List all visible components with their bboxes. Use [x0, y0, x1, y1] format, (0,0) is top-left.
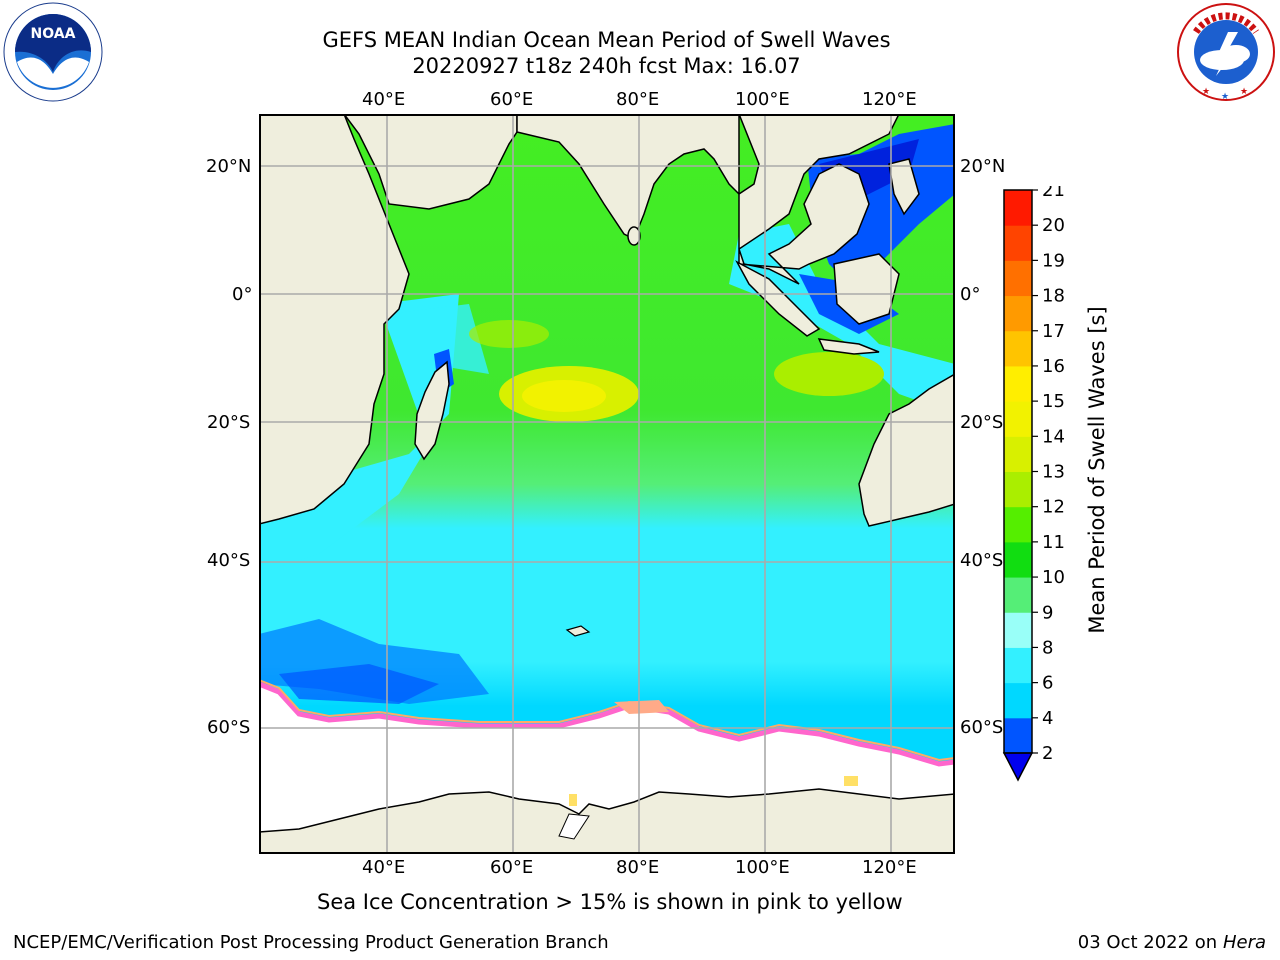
colorbar-tick-label: 15	[1042, 391, 1065, 412]
footer-left: NCEP/EMC/Verification Post Processing Pr…	[13, 932, 609, 953]
colorbar-tick-label: 17	[1042, 321, 1065, 342]
land-antarctica	[259, 788, 955, 854]
lat-label-right-20s: 20°S	[960, 412, 1004, 433]
plot-title-line1: GEFS MEAN Indian Ocean Mean Period of Sw…	[322, 28, 891, 52]
colorbar-swatch	[1004, 506, 1032, 543]
colorbar-tick-label: 6	[1042, 673, 1053, 694]
lat-label-left-60s: 60°S	[207, 717, 251, 738]
sea-ice-patch-1	[614, 700, 669, 714]
colorbar-swatch	[1004, 330, 1032, 367]
map-gridlines	[259, 114, 955, 854]
colorbar-extend-triangle	[1002, 752, 1034, 782]
land-philippines	[888, 158, 920, 216]
lon-label-bottom-100e: 100°E	[735, 857, 790, 878]
colorbar-swatches	[1004, 190, 1032, 754]
sea-ice-caption: Sea Ice Concentration > 15% is shown in …	[317, 890, 903, 914]
land-madagascar	[414, 360, 450, 461]
colorbar-swatch	[1004, 190, 1032, 226]
colorbar-ticks: 2 4 6 8 9 10 11 12 13 14 15 16 17 18 19 20 21	[1032, 186, 1065, 764]
land-australia	[858, 373, 955, 527]
sea-ice-patch-2	[844, 776, 858, 786]
noaa-logo-text: NOAA	[31, 26, 76, 42]
lon-label-bottom-40e: 40°E	[362, 857, 406, 878]
plot-title-line2: 20220927 t18z 240h fcst Max: 16.07	[412, 54, 801, 78]
colorbar-tick-label: 9	[1042, 602, 1053, 623]
land-borneo	[833, 253, 900, 325]
colorbar-tick-label: 20	[1042, 215, 1065, 236]
colorbar-tick-label: 18	[1042, 286, 1065, 307]
footer-host: Hera	[1222, 932, 1266, 953]
land-india	[516, 114, 740, 241]
lat-label-right-20n: 20°N	[960, 156, 1006, 177]
land-kerguelen	[565, 625, 591, 637]
lon-label-top-40e: 40°E	[362, 89, 406, 110]
colorbar-tick-label: 10	[1042, 567, 1065, 588]
lat-label-left-20s: 20°S	[207, 412, 251, 433]
map-frame	[259, 114, 955, 854]
colorbar-tick-label: 14	[1042, 426, 1065, 447]
colorbar-swatch	[1004, 612, 1032, 648]
land-java	[817, 338, 880, 355]
colorbar-swatch	[1004, 260, 1032, 297]
colorbar-tick-label: 13	[1042, 462, 1065, 483]
lat-label-left-0: 0°	[232, 284, 253, 305]
footer-right: 03 Oct 2022 on Hera	[1078, 932, 1266, 953]
colorbar-swatch	[1004, 541, 1032, 578]
lon-label-top-100e: 100°E	[735, 89, 790, 110]
svg-text:★: ★	[1221, 92, 1229, 102]
colorbar-swatch	[1004, 225, 1032, 261]
land-antarctica-ice-shelf	[558, 813, 590, 840]
land-sri-lanka	[627, 226, 641, 246]
short-period-south-patch-2	[279, 664, 439, 704]
colorbar-swatch	[1004, 401, 1032, 437]
svg-text:★: ★	[1202, 87, 1210, 97]
colorbar-tick-label: 4	[1042, 708, 1053, 729]
long-period-patch-3	[469, 320, 549, 348]
lon-label-bottom-120e: 120°E	[862, 857, 917, 878]
colorbar-label: Mean Period of Swell Waves [s]	[1085, 306, 1109, 634]
colorbar-tick-label: 16	[1042, 356, 1065, 377]
colorbar-swatch	[1004, 295, 1032, 332]
land-sumatra	[735, 260, 821, 337]
colorbar: 2 4 6 8 9 10 11 12 13 14 15 16 17 18 19 20 21	[1002, 186, 1065, 782]
footer-date: 03 Oct 2022 on	[1077, 932, 1223, 953]
lon-label-top-120e: 120°E	[862, 89, 917, 110]
colorbar-tick-label: 8	[1042, 637, 1053, 658]
colorbar-swatch	[1004, 682, 1032, 719]
colorbar-tick-label: 21	[1042, 186, 1065, 201]
lat-label-left-20n: 20°N	[206, 156, 252, 177]
long-period-patch-1-core	[522, 380, 606, 412]
land-southeast-asia	[738, 114, 900, 285]
lat-label-left-40s: 40°S	[207, 550, 251, 571]
lat-label-right-0: 0°	[960, 284, 981, 305]
colorbar-tick-label: 19	[1042, 250, 1065, 271]
long-period-patch-2	[774, 352, 884, 396]
noaa-logo: NOAA	[3, 2, 103, 102]
colorbar-swatch	[1004, 365, 1032, 402]
nws-logo: ★ ★ ★	[1176, 2, 1276, 102]
colorbar-swatch	[1004, 436, 1032, 472]
colorbar-swatch	[1004, 717, 1032, 754]
lon-label-top-80e: 80°E	[616, 89, 660, 110]
ocean-cyan-arabian	[389, 304, 489, 374]
colorbar-swatch	[1004, 577, 1032, 613]
svg-text:★: ★	[1240, 87, 1248, 97]
lon-label-bottom-60e: 60°E	[490, 857, 534, 878]
lat-label-right-40s: 40°S	[960, 550, 1004, 571]
lon-label-bottom-80e: 80°E	[616, 857, 660, 878]
map-panel	[259, 114, 955, 854]
colorbar-tick-label: 12	[1042, 497, 1065, 518]
lon-label-top-60e: 60°E	[490, 89, 534, 110]
colorbar-swatch	[1004, 471, 1032, 508]
lat-label-right-60s: 60°S	[960, 717, 1004, 738]
colorbar-swatch	[1004, 647, 1032, 684]
sea-ice-patch-3	[569, 794, 577, 806]
colorbar-tick-label: 2	[1042, 743, 1053, 764]
colorbar-tick-label: 11	[1042, 532, 1065, 553]
